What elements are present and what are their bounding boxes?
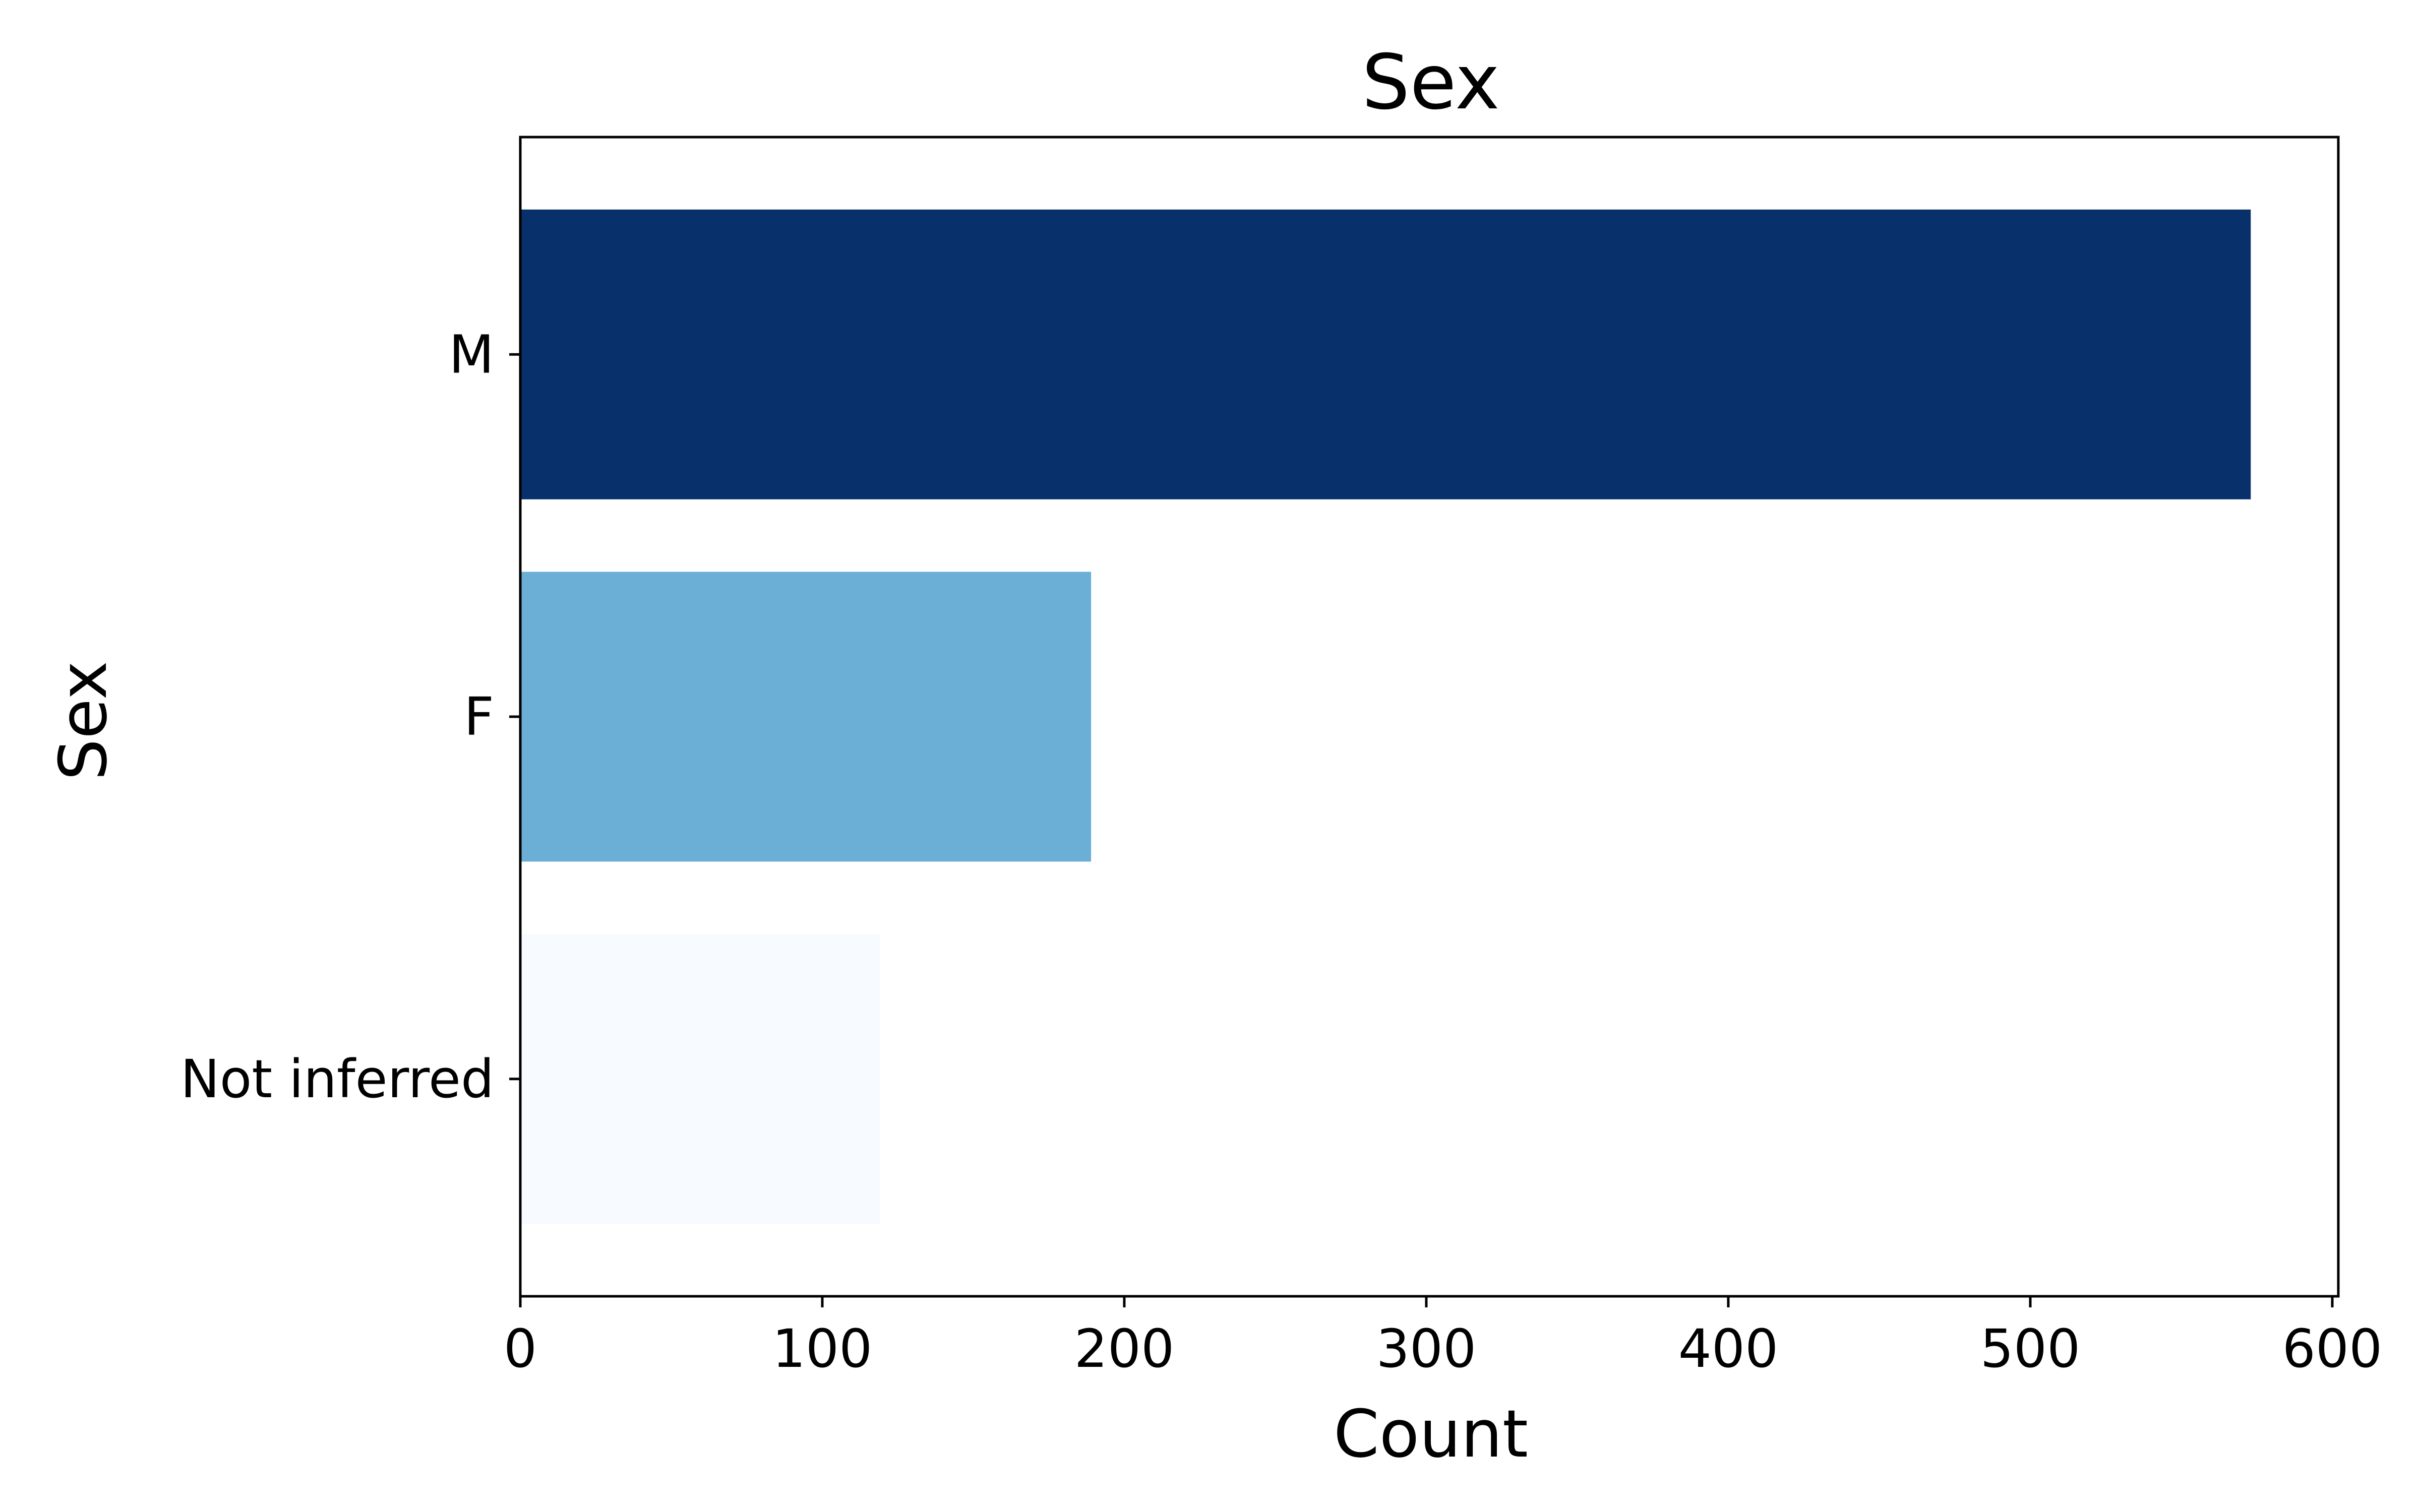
x-tick-label-300: 300 <box>1376 1318 1477 1379</box>
y-tick-label-f: F <box>464 686 494 747</box>
x-tick-label-600: 600 <box>2282 1318 2383 1379</box>
x-tick-label-500: 500 <box>1980 1318 2081 1379</box>
x-tick-label-100: 100 <box>772 1318 873 1379</box>
y-tick-label-m: M <box>449 324 494 385</box>
y-axis-ticks: M F Not inferred <box>180 324 520 1110</box>
x-tick-label-200: 200 <box>1074 1318 1175 1379</box>
y-tick-label-not-inferred: Not inferred <box>180 1048 494 1110</box>
bar-f <box>520 572 1092 862</box>
bars-group <box>520 209 2251 1224</box>
bar-m <box>520 209 2251 499</box>
x-axis-ticks: 0 100 200 300 400 500 600 <box>504 1296 2382 1379</box>
x-axis-label: Count <box>1334 1396 1528 1472</box>
chart-title: Sex <box>1362 39 1500 127</box>
y-axis-label: Sex <box>45 661 122 780</box>
x-tick-label-400: 400 <box>1678 1318 1779 1379</box>
bar-not-inferred <box>520 934 880 1224</box>
x-tick-label-0: 0 <box>504 1318 537 1379</box>
